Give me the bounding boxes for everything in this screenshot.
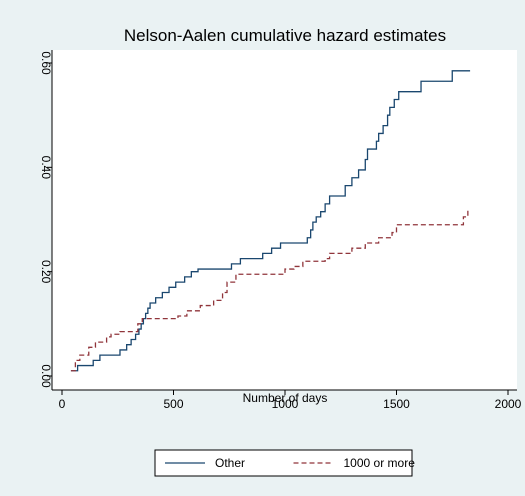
legend-label: Other bbox=[215, 456, 245, 470]
hazard-line bbox=[70, 70, 471, 372]
y-tick-label: 0.20 bbox=[39, 260, 53, 284]
y-tick-label: 0.00 bbox=[39, 364, 53, 388]
x-tick-label: 1000 bbox=[272, 397, 299, 411]
x-axis-label: Number of days bbox=[243, 391, 328, 405]
x-tick-label: 500 bbox=[163, 397, 183, 411]
x-tick-label: 1500 bbox=[383, 397, 410, 411]
x-tick-label: 0 bbox=[59, 397, 66, 411]
hazard-line bbox=[70, 209, 469, 372]
y-tick-label: 0.60 bbox=[39, 51, 53, 75]
chart-title: Nelson-Aalen cumulative hazard estimates bbox=[124, 26, 446, 45]
x-tick-label: 2000 bbox=[495, 397, 522, 411]
y-tick-label: 0.40 bbox=[39, 156, 53, 180]
plot-area bbox=[52, 50, 517, 390]
legend-label: 1000 or more bbox=[344, 456, 416, 470]
